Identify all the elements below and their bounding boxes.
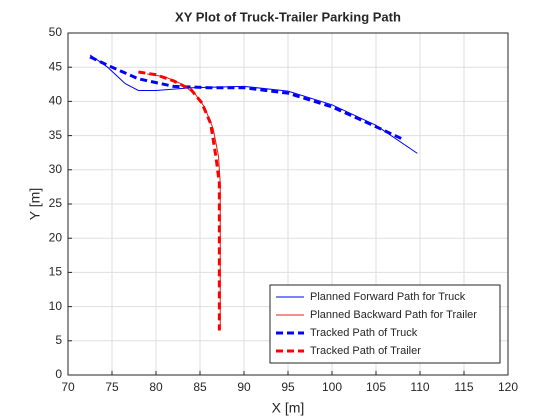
series-line [138,70,221,331]
y-tick-label: 5 [55,333,62,347]
x-tick-label: 85 [193,380,207,394]
legend-label: Tracked Path of Trailer [310,345,421,357]
legend-box [269,284,501,364]
x-tick-label: 100 [322,380,342,394]
y-tick-label: 25 [49,196,63,210]
y-axis-label: Y [m] [27,188,43,220]
legend-label: Planned Backward Path for Trailer [310,309,477,321]
x-tick-label: 110 [410,380,429,394]
x-tick-label: 70 [61,380,75,394]
series-line [89,55,404,141]
x-axis-label: X [m] [272,400,305,416]
axes-frame [67,32,509,376]
legend-label: Tracked Path of Truck [310,327,418,339]
y-tick-label: 45 [49,59,63,73]
y-tick-label: 0 [55,367,62,381]
legend-label: Planned Forward Path for Truck [310,291,466,303]
y-tick-label: 10 [49,299,63,313]
series-line [89,54,418,154]
y-tick-label: 35 [49,128,63,142]
y-tick-label: 50 [49,25,63,39]
x-tick-label: 75 [105,380,119,394]
x-tick-label: 90 [237,380,251,394]
x-tick-label: 115 [454,380,473,394]
y-tick-label: 30 [49,162,63,176]
x-tick-label: 80 [149,380,163,394]
y-tick-label: 20 [49,230,63,244]
chart-title: XY Plot of Truck-Trailer Parking Path [175,9,401,24]
x-tick-label: 105 [366,380,386,394]
y-tick-label: 15 [49,265,63,279]
x-tick-label: 120 [498,380,518,394]
x-tick-label: 95 [281,380,295,394]
y-tick-label: 40 [49,94,63,108]
